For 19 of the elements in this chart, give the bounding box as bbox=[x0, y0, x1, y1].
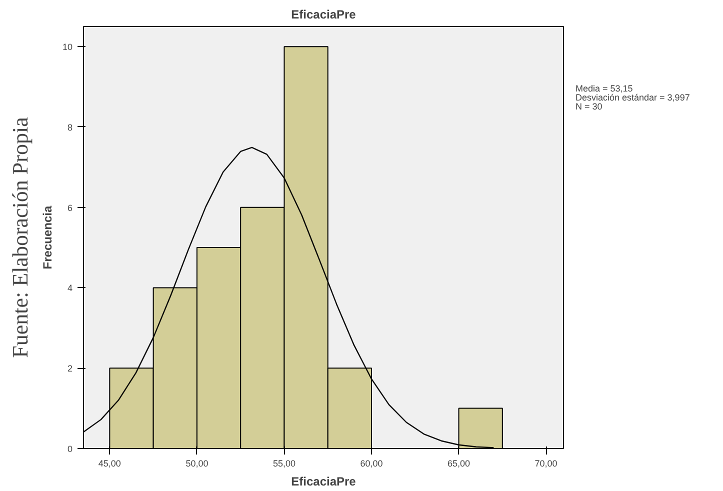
y-tick-label: 8 bbox=[67, 122, 73, 132]
x-tick-label: 60,00 bbox=[360, 458, 383, 468]
x-tick-label: 55,00 bbox=[272, 458, 296, 468]
y-tick-label: 6 bbox=[67, 202, 73, 213]
source-note: Fuente: Elaboración Propia bbox=[8, 116, 32, 358]
y-tick-label: 2 bbox=[67, 364, 73, 374]
x-axis-title: EficaciaPre bbox=[291, 474, 356, 488]
y-tick-label: 0 bbox=[67, 444, 73, 454]
x-tick-label: 70,00 bbox=[534, 458, 558, 468]
text: N = 30 bbox=[576, 102, 602, 112]
y-axis-title: Frecuencia bbox=[40, 205, 54, 270]
chart-title: EficaciaPre bbox=[291, 8, 356, 22]
text: Desviación estándar = 3,997 bbox=[576, 92, 690, 102]
y-tick-label: 4 bbox=[67, 283, 73, 294]
x-tick-label: 50,00 bbox=[186, 458, 208, 468]
x-tick-label: 65,00 bbox=[448, 458, 470, 468]
text: Media = 53,15 bbox=[576, 84, 633, 94]
x-tick-label: 45,00 bbox=[98, 458, 121, 468]
y-tick-label: 10 bbox=[62, 42, 73, 52]
